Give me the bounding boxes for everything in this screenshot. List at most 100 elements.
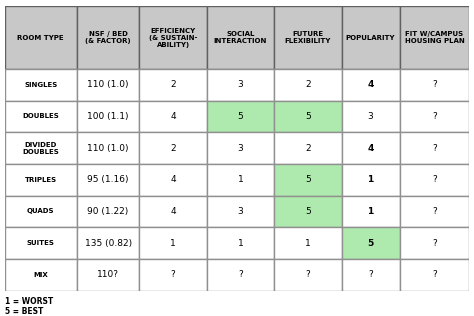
Bar xyxy=(77,196,139,227)
Text: TRIPLES: TRIPLES xyxy=(25,177,57,183)
Text: 1: 1 xyxy=(170,239,176,248)
Bar xyxy=(341,69,400,100)
Text: 110 (1.0): 110 (1.0) xyxy=(87,143,129,153)
Bar xyxy=(207,164,274,196)
Bar xyxy=(400,69,469,100)
Text: 95 (1.16): 95 (1.16) xyxy=(87,175,129,184)
Bar xyxy=(77,69,139,100)
Bar xyxy=(341,227,400,259)
Bar xyxy=(5,100,77,132)
Bar xyxy=(139,100,207,132)
Text: 1: 1 xyxy=(367,175,374,184)
Bar xyxy=(274,227,341,259)
Text: SOCIAL
INTERACTION: SOCIAL INTERACTION xyxy=(214,31,267,44)
Bar xyxy=(139,259,207,291)
Text: 4: 4 xyxy=(170,175,176,184)
Text: 110?: 110? xyxy=(97,270,119,279)
Bar xyxy=(400,6,469,69)
Text: SINGLES: SINGLES xyxy=(24,82,57,88)
Bar xyxy=(274,164,341,196)
Text: MIX: MIX xyxy=(33,272,48,278)
Bar xyxy=(400,100,469,132)
Text: 3: 3 xyxy=(237,143,243,153)
Text: EFFICIENCY
(& SUSTAIN-
ABILITY): EFFICIENCY (& SUSTAIN- ABILITY) xyxy=(149,27,197,48)
Text: 1: 1 xyxy=(305,239,311,248)
Bar xyxy=(77,227,139,259)
Bar xyxy=(207,100,274,132)
Text: 5: 5 xyxy=(305,112,311,121)
Text: ?: ? xyxy=(432,143,437,153)
Text: POPULARITY: POPULARITY xyxy=(346,35,395,40)
Bar xyxy=(139,196,207,227)
Bar xyxy=(274,196,341,227)
Text: 1: 1 xyxy=(237,239,243,248)
Bar xyxy=(341,6,400,69)
Bar xyxy=(341,196,400,227)
Text: ?: ? xyxy=(432,175,437,184)
Bar xyxy=(5,227,77,259)
Text: 5: 5 xyxy=(237,112,243,121)
Bar xyxy=(400,132,469,164)
Bar xyxy=(274,69,341,100)
Bar xyxy=(400,164,469,196)
Text: FIT W/CAMPUS
HOUSING PLAN: FIT W/CAMPUS HOUSING PLAN xyxy=(404,31,465,44)
Text: ?: ? xyxy=(368,270,373,279)
Text: 2: 2 xyxy=(170,80,176,89)
Bar xyxy=(341,132,400,164)
Bar xyxy=(207,196,274,227)
Text: 4: 4 xyxy=(170,112,176,121)
Bar xyxy=(274,6,341,69)
Bar xyxy=(207,227,274,259)
Bar xyxy=(77,259,139,291)
Bar xyxy=(5,6,77,69)
Text: ?: ? xyxy=(432,239,437,248)
Text: ?: ? xyxy=(171,270,175,279)
Bar xyxy=(5,164,77,196)
Text: 90 (1.22): 90 (1.22) xyxy=(88,207,129,216)
Text: FUTURE
FLEXIBILITY: FUTURE FLEXIBILITY xyxy=(285,31,331,44)
Bar xyxy=(274,100,341,132)
Bar xyxy=(341,164,400,196)
Bar xyxy=(274,259,341,291)
Text: DOUBLES: DOUBLES xyxy=(22,113,59,119)
Text: 135 (0.82): 135 (0.82) xyxy=(84,239,132,248)
Bar xyxy=(139,69,207,100)
Text: 1: 1 xyxy=(367,207,374,216)
Bar xyxy=(139,227,207,259)
Text: ROOM TYPE: ROOM TYPE xyxy=(18,35,64,40)
Text: 5: 5 xyxy=(305,207,311,216)
Text: 2: 2 xyxy=(305,80,310,89)
Bar xyxy=(5,69,77,100)
Text: 5: 5 xyxy=(367,239,374,248)
Bar xyxy=(139,164,207,196)
Text: 3: 3 xyxy=(368,112,374,121)
Text: ?: ? xyxy=(238,270,243,279)
Text: 2: 2 xyxy=(305,143,310,153)
Bar xyxy=(207,259,274,291)
Text: 5: 5 xyxy=(305,175,311,184)
Text: 110 (1.0): 110 (1.0) xyxy=(87,80,129,89)
Text: 3: 3 xyxy=(237,207,243,216)
Bar xyxy=(5,259,77,291)
Text: SUITES: SUITES xyxy=(27,240,55,246)
Bar xyxy=(400,259,469,291)
Text: ?: ? xyxy=(432,270,437,279)
Bar xyxy=(400,227,469,259)
Bar xyxy=(5,132,77,164)
Text: ?: ? xyxy=(432,80,437,89)
Text: 3: 3 xyxy=(237,80,243,89)
Text: 4: 4 xyxy=(367,80,374,89)
Text: 1: 1 xyxy=(237,175,243,184)
Text: 4: 4 xyxy=(367,143,374,153)
Text: ?: ? xyxy=(432,207,437,216)
Bar xyxy=(207,6,274,69)
Text: 100 (1.1): 100 (1.1) xyxy=(87,112,129,121)
Bar xyxy=(77,6,139,69)
Text: QUADS: QUADS xyxy=(27,209,55,215)
Bar xyxy=(341,100,400,132)
Bar xyxy=(139,132,207,164)
Bar xyxy=(77,164,139,196)
Text: NSF / BED
(& FACTOR): NSF / BED (& FACTOR) xyxy=(85,31,131,44)
Text: 4: 4 xyxy=(170,207,176,216)
Bar xyxy=(77,100,139,132)
